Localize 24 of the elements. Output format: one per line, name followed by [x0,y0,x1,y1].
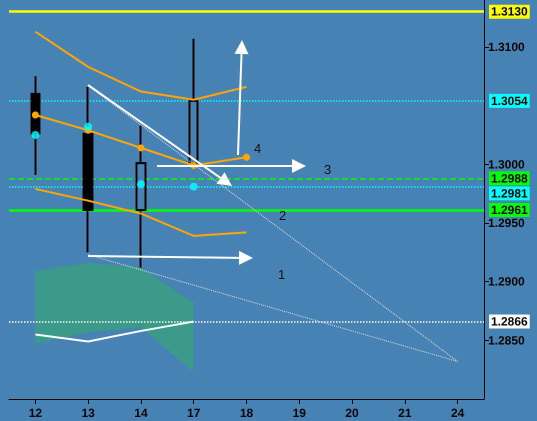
ref-line-label: 1.3130 [491,4,528,19]
x-tick-label: 13 [81,406,96,420]
ref-line-label: 1.2988 [491,171,528,186]
y-tick-label: 1.2900 [488,274,526,289]
y-tick-label: 1.3000 [488,157,526,172]
annotation: 2 [279,208,286,223]
x-tick-label: 19 [292,406,306,420]
x-tick-label: 21 [398,406,412,420]
annotation: 1 [278,267,286,282]
ref-line-label: 1.2981 [491,186,528,200]
annotation: 4 [254,141,262,156]
y-tick-label: 1.2950 [488,216,526,230]
annotation: 3 [324,162,332,177]
ref-line-label: 1.2961 [491,203,528,218]
x-tick-label: 18 [240,406,254,420]
ref-line-label: 1.2866 [491,314,528,329]
x-tick-label: 24 [450,406,465,420]
y-tick-label: 1.2850 [488,333,526,348]
x-tick-label: 12 [28,406,42,420]
y-tick-label: 1.3100 [488,40,526,54]
x-tick-label: 17 [187,406,201,420]
x-tick-label: 14 [134,406,148,420]
x-tick-label: 20 [345,406,360,420]
ref-line-label: 1.3054 [491,94,528,108]
